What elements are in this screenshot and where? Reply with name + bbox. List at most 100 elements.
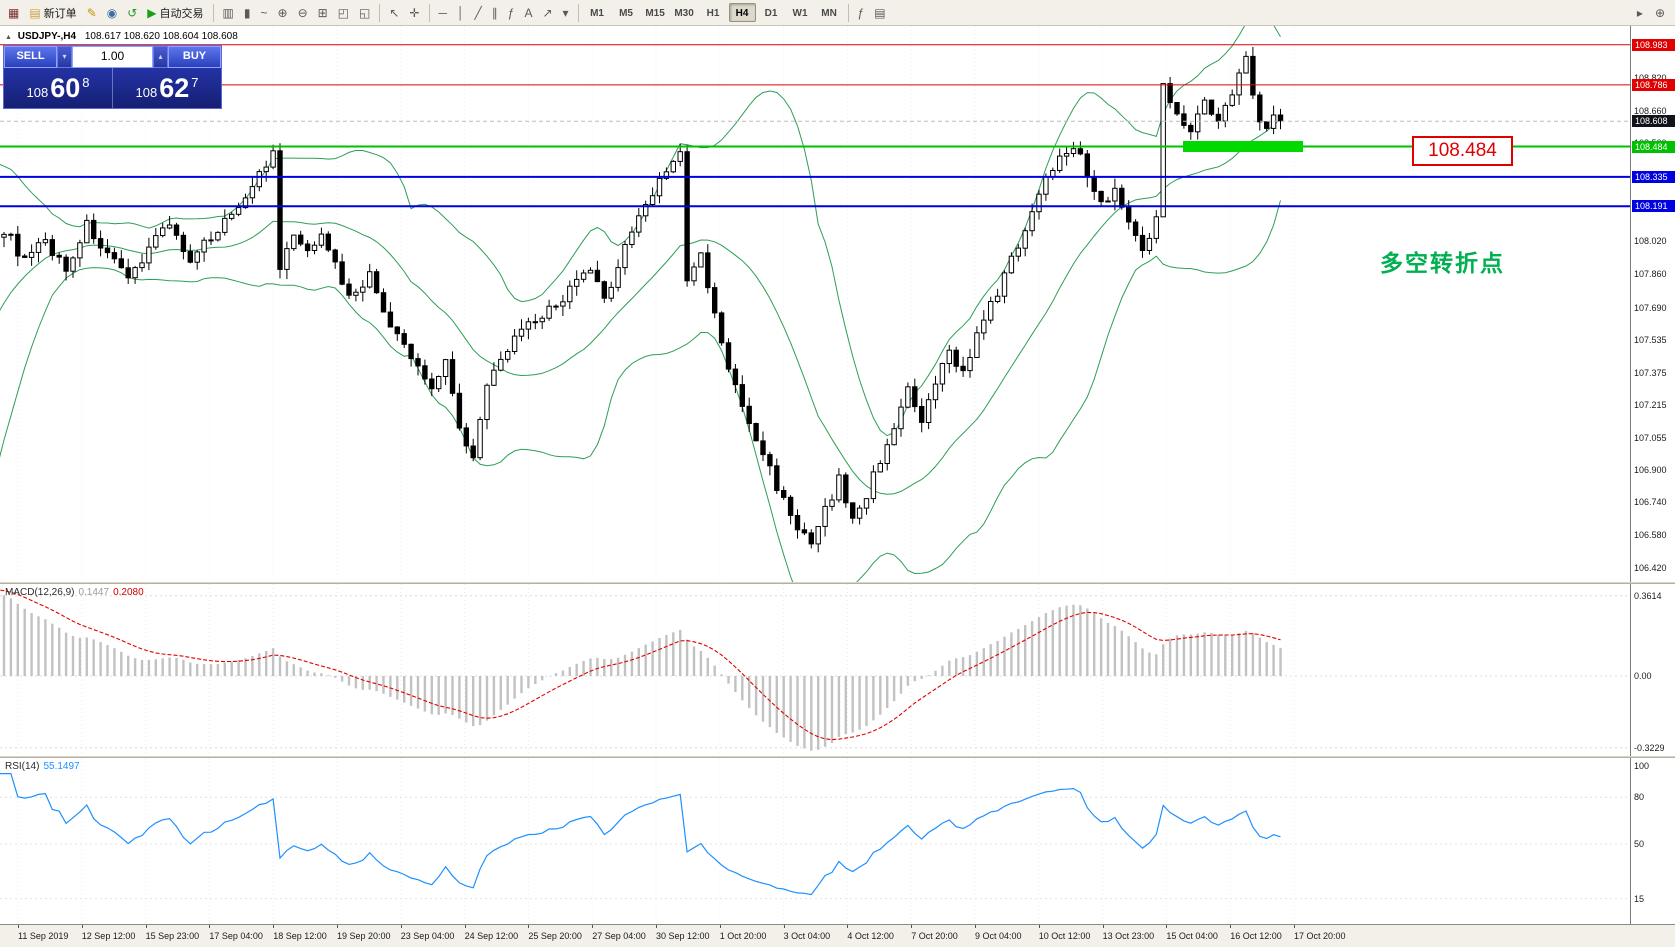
- line-chart-type-icon[interactable]: ~: [255, 2, 272, 23]
- zoom-in-icon: ⊕: [277, 5, 288, 20]
- new-order-button[interactable]: ▤ 新订单: [24, 2, 81, 23]
- refresh-icon: ↺: [127, 5, 138, 20]
- autotrade-button-label: 自动交易: [159, 7, 204, 20]
- turning-point-annotation: 多空转折点: [1380, 250, 1505, 276]
- templates-icon[interactable]: ▤: [869, 2, 890, 23]
- timeframe-d1[interactable]: D1: [764, 8, 778, 19]
- bar-chart-type-icon[interactable]: ▥: [218, 2, 239, 23]
- zoom-out-icon[interactable]: ⊖: [293, 2, 313, 23]
- bar-chart-type-icon: ▥: [222, 5, 234, 20]
- time-axis-label: 16 Oct 12:00: [1230, 931, 1282, 941]
- sell-price-big: 60: [50, 72, 81, 103]
- time-tick: [145, 925, 147, 928]
- price-line-badge: 108.786: [1632, 78, 1675, 91]
- timeframe-m5[interactable]: M5: [619, 8, 633, 19]
- text-tool-icon[interactable]: A: [519, 2, 537, 23]
- macd-indicator-chart[interactable]: [0, 584, 1630, 756]
- timeframe-mn[interactable]: MN: [821, 8, 837, 19]
- cascade-windows-icon[interactable]: ◰: [333, 2, 354, 23]
- one-click-trading-panel: SELL ▾ 1.00 ▴ BUY 108 60 8 108 62 7: [3, 45, 222, 109]
- time-tick: [1166, 925, 1168, 928]
- zoom-out-icon: ⊖: [297, 5, 308, 20]
- timeframe-m15[interactable]: M15: [645, 8, 665, 19]
- new-order-button-label: 新订单: [43, 7, 77, 20]
- macd-axis-label: 0.3614: [1634, 590, 1662, 601]
- trendline-tool-icon[interactable]: ╱: [470, 2, 487, 23]
- rsi-axis-label: 50: [1634, 839, 1645, 849]
- time-tick: [18, 925, 19, 928]
- autotrade-button[interactable]: ▶ 自动交易: [142, 2, 208, 23]
- main-price-chart[interactable]: [0, 26, 1630, 582]
- rsi-indicator-chart[interactable]: [0, 758, 1630, 924]
- new-chart-icon[interactable]: ▦: [3, 2, 24, 23]
- crosshair-icon: ✛: [409, 5, 420, 20]
- indicators-icon: ƒ: [857, 5, 865, 20]
- rsi-panel-divider[interactable]: [0, 756, 1675, 758]
- time-tick: [1038, 925, 1040, 928]
- crosshair-icon[interactable]: ✛: [404, 2, 424, 23]
- toolbar-options-icon: ▸: [1636, 5, 1643, 20]
- search-icon[interactable]: ⊕: [1650, 2, 1670, 23]
- time-tick: [337, 925, 338, 928]
- timeframe-h4[interactable]: H4: [728, 3, 756, 22]
- time-axis[interactable]: 11 Sep 2019 12 Sep 12:00 15 Sep 23:00 17 Se…: [0, 924, 1675, 947]
- price-axis-label: 108.820: [1634, 73, 1667, 83]
- refresh-icon[interactable]: ↺: [122, 2, 142, 23]
- timeframe-m30[interactable]: M30: [674, 8, 694, 19]
- vline-tool-icon[interactable]: │: [452, 2, 470, 23]
- candlestick-type-icon: ▮: [243, 5, 251, 20]
- price-line-badge: 108.191: [1632, 200, 1675, 213]
- time-tick: [81, 925, 83, 928]
- fibonacci-tool-icon: ƒ: [507, 5, 515, 20]
- time-axis-label: 9 Oct 04:00: [975, 931, 1022, 941]
- tile-windows-icon[interactable]: ⊞: [313, 2, 333, 23]
- time-axis-label: 13 Oct 23:00: [1102, 931, 1155, 941]
- time-tick: [1102, 925, 1104, 928]
- new-order-button: ▤: [29, 5, 41, 20]
- volume-down-button[interactable]: ▾: [57, 46, 72, 68]
- hline-tool-icon[interactable]: ─: [434, 2, 453, 23]
- macd-axis-label: 0.00: [1634, 671, 1652, 681]
- cascade-windows-icon: ◰: [337, 5, 350, 20]
- price-axis-label: 107.690: [1634, 303, 1667, 314]
- price-axis[interactable]: 108.820108.660108.500108.340108.180108.0…: [1630, 26, 1675, 924]
- sell-price-button[interactable]: 108 60 8: [4, 68, 112, 108]
- buy-button[interactable]: BUY: [168, 46, 221, 68]
- candlestick-type-icon[interactable]: ▮: [239, 2, 256, 23]
- macd-panel-divider[interactable]: [0, 582, 1675, 584]
- time-tick: [656, 925, 657, 928]
- time-tick: [592, 925, 594, 928]
- timeframe-h1[interactable]: H1: [706, 8, 720, 19]
- collapse-icon[interactable]: ▲: [5, 34, 12, 41]
- metaeditor-icon[interactable]: ✎: [82, 2, 102, 23]
- market-icon[interactable]: ◉: [102, 2, 122, 23]
- templates-icon: ▤: [874, 5, 886, 20]
- time-axis-label: 4 Oct 12:00: [847, 931, 894, 941]
- zoom-in-icon[interactable]: ⊕: [273, 2, 293, 23]
- macd-signal-value: 0.2080: [113, 587, 144, 598]
- market-icon: ◉: [106, 5, 118, 20]
- channel-tool-icon[interactable]: ∥: [487, 2, 503, 23]
- toolbar-separator: [577, 3, 579, 22]
- cursor-icon[interactable]: ↖: [384, 2, 404, 23]
- price-axis-label: 106.900: [1634, 464, 1667, 475]
- timeframe-m1[interactable]: M1: [590, 8, 604, 19]
- buy-price-button[interactable]: 108 62 7: [112, 68, 221, 108]
- macd-label: MACD(12,26,9) 0.1447 0.2080: [5, 587, 144, 598]
- shapes-dropdown-icon[interactable]: ▾: [558, 2, 574, 23]
- sell-button[interactable]: SELL: [4, 46, 57, 68]
- volume-input[interactable]: 1.00: [72, 46, 153, 68]
- price-level-annotation-box[interactable]: 108.484: [1412, 136, 1513, 166]
- indicators-icon[interactable]: ƒ: [853, 2, 870, 23]
- volume-up-button[interactable]: ▴: [153, 46, 168, 68]
- time-axis-label: 7 Oct 20:00: [911, 931, 958, 941]
- arrow-tool-icon[interactable]: ↗: [537, 2, 557, 23]
- timeframe-w1[interactable]: W1: [792, 8, 808, 19]
- fibonacci-tool-icon[interactable]: ƒ: [503, 2, 520, 23]
- time-tick: [1230, 925, 1232, 928]
- sell-price-sup: 8: [82, 75, 90, 90]
- toolbar-options-icon[interactable]: ▸: [1632, 2, 1648, 23]
- time-tick: [719, 925, 721, 928]
- time-tick: [464, 925, 466, 928]
- arrange-windows-icon[interactable]: ◱: [354, 2, 375, 23]
